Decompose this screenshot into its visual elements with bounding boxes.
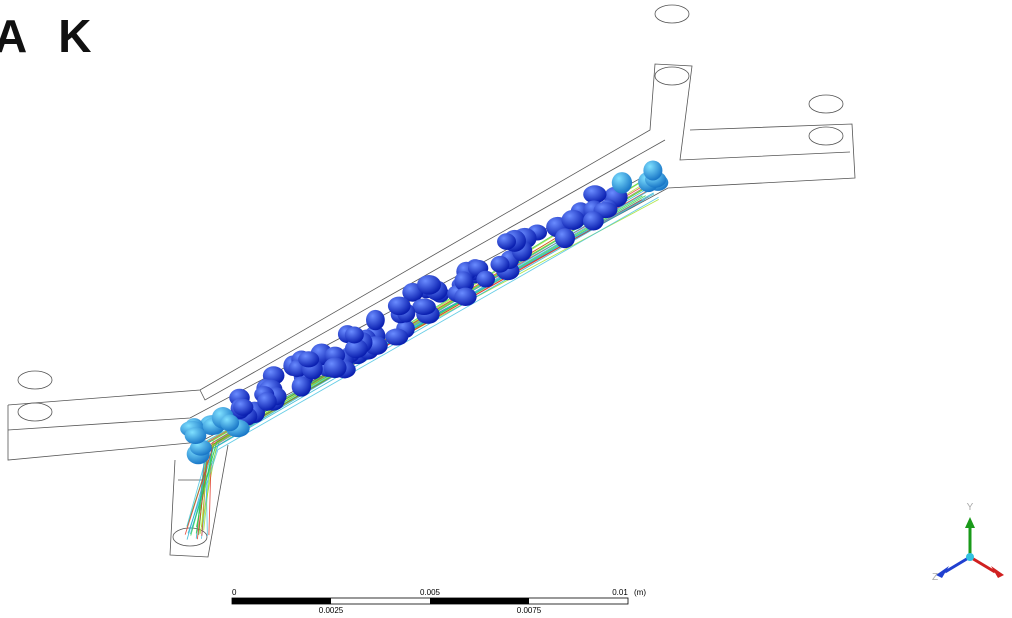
particle [417, 275, 441, 295]
streamline [202, 185, 649, 536]
particle [324, 358, 347, 378]
scale-label: 0.0025 [319, 606, 344, 615]
streamlines [185, 180, 659, 540]
streamline [190, 199, 645, 534]
particle [385, 329, 408, 346]
scale-label: 0 [232, 588, 237, 597]
streamline [196, 196, 642, 527]
particle [612, 172, 632, 193]
axis-label: Z [932, 572, 938, 583]
logo: A K [0, 10, 102, 62]
particle [345, 327, 364, 344]
particle [257, 392, 276, 411]
streamline [204, 187, 647, 530]
particle [412, 298, 436, 315]
streamline [187, 196, 646, 527]
scale-bar: 0 0.005 0.01 (m) 0.0025 0.0075 [232, 588, 646, 615]
scale-unit: (m) [634, 588, 646, 597]
particle [497, 233, 516, 250]
streamline [192, 197, 659, 528]
axis-triad: Y Z [932, 502, 1004, 583]
scale-label: 0.0075 [517, 606, 542, 615]
particle [220, 415, 239, 432]
particle [292, 376, 311, 396]
scale-label: 0.005 [420, 588, 441, 597]
streamline [199, 187, 647, 535]
particle [185, 427, 207, 444]
particle [454, 288, 476, 306]
axis-label: Y [967, 502, 974, 513]
streamline [201, 183, 653, 539]
streamline [199, 199, 659, 532]
particle [476, 271, 495, 288]
particle [583, 211, 604, 230]
particle [366, 310, 385, 330]
streamline [205, 194, 654, 536]
viewport: A K 0 0.005 0.01 (m) 0.0025 0.0075 Y [0, 0, 1012, 618]
scale-label: 0.01 [612, 588, 628, 597]
streamline [196, 183, 655, 534]
particle [490, 256, 509, 273]
particle [555, 228, 575, 248]
particle [298, 351, 319, 367]
particles [180, 160, 668, 464]
streamline [209, 197, 649, 535]
particle [233, 399, 253, 416]
particle [561, 210, 584, 230]
particle [643, 160, 662, 180]
streamline [187, 183, 657, 540]
streamline [185, 200, 642, 535]
particle [388, 297, 411, 316]
